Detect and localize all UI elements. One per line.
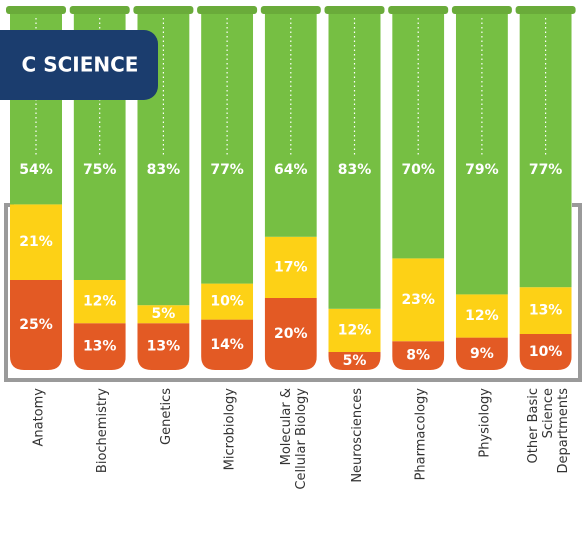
bar-segment	[392, 258, 445, 342]
tube-cap	[515, 6, 576, 14]
bar-segment	[392, 341, 445, 370]
tube	[392, 10, 445, 370]
value-label: 5%	[152, 306, 176, 322]
value-label: 77%	[529, 162, 563, 178]
tube-cap	[6, 6, 66, 14]
value-label: 83%	[338, 162, 372, 178]
value-label: 13%	[147, 339, 181, 355]
tube-cap	[324, 6, 385, 14]
bar-segment	[328, 352, 381, 370]
x-tick-label: Science	[541, 388, 556, 438]
value-label: 12%	[83, 294, 117, 310]
x-tick-label: Pharmacology	[414, 388, 429, 481]
bar-segment	[201, 283, 254, 320]
value-label: 5%	[343, 353, 367, 369]
x-tick-label: Neurosciences	[350, 388, 365, 483]
value-label: 75%	[83, 162, 117, 178]
tube	[10, 10, 62, 370]
bar-segment	[519, 334, 572, 370]
tube-cap	[69, 6, 130, 14]
value-label: 10%	[529, 344, 563, 360]
value-label: 83%	[147, 162, 181, 178]
tube	[519, 10, 572, 370]
x-tick-label: Biochemistry	[95, 388, 110, 473]
bar-segment	[455, 337, 508, 370]
bar-segment	[137, 323, 190, 370]
value-label: 23%	[401, 292, 435, 308]
x-tick-label: Other Basic	[526, 388, 541, 463]
value-label: 64%	[274, 162, 308, 178]
value-label: 17%	[274, 259, 308, 275]
chart-title: C SCIENCE	[22, 53, 139, 77]
bar-segment	[201, 10, 254, 284]
x-tick-label: Microbiology	[223, 388, 238, 471]
bar-segment	[10, 280, 62, 370]
title-banner	[0, 30, 158, 100]
tube-cap	[451, 6, 512, 14]
x-tick-label: Cellular Biology	[294, 388, 309, 490]
value-label: 70%	[401, 162, 435, 178]
tube	[264, 10, 317, 370]
x-tick-label: Anatomy	[32, 388, 47, 447]
value-label: 9%	[470, 346, 494, 362]
value-label: 10%	[210, 294, 244, 310]
value-label: 8%	[406, 348, 430, 364]
tube-cap	[388, 6, 449, 14]
value-label: 12%	[338, 322, 372, 338]
value-label: 21%	[19, 234, 53, 250]
bar-segment	[455, 294, 508, 338]
bar-segment	[73, 323, 126, 370]
value-label: 14%	[210, 337, 244, 353]
bar-segment	[10, 204, 62, 280]
value-label: 12%	[465, 308, 499, 324]
value-label: 13%	[83, 339, 117, 355]
value-label: 77%	[210, 162, 244, 178]
x-tick-label: Molecular &	[279, 388, 294, 465]
bar-segment	[392, 10, 445, 259]
tube-cap	[197, 6, 258, 14]
bar-segment	[519, 287, 572, 334]
value-label: 13%	[529, 303, 563, 319]
x-tick-label: Departments	[556, 388, 571, 474]
x-tick-label: Genetics	[159, 388, 174, 445]
bar-segment	[264, 10, 317, 237]
value-label: 25%	[19, 317, 53, 333]
tube	[455, 10, 508, 370]
bar-segment	[455, 10, 508, 295]
bar-segment	[264, 236, 317, 298]
bar-segment	[201, 319, 254, 370]
value-label: 20%	[274, 326, 308, 342]
bracket	[4, 203, 582, 382]
bar-segment	[73, 280, 126, 324]
bar-segment	[264, 298, 317, 370]
tube	[201, 10, 254, 370]
value-label: 79%	[465, 162, 499, 178]
value-label: 54%	[19, 162, 53, 178]
bar-segment	[137, 305, 190, 324]
tube-cap	[260, 6, 321, 14]
x-tick-label: Physiology	[477, 388, 492, 458]
bar-segment	[328, 308, 381, 352]
tube-cap	[133, 6, 194, 14]
